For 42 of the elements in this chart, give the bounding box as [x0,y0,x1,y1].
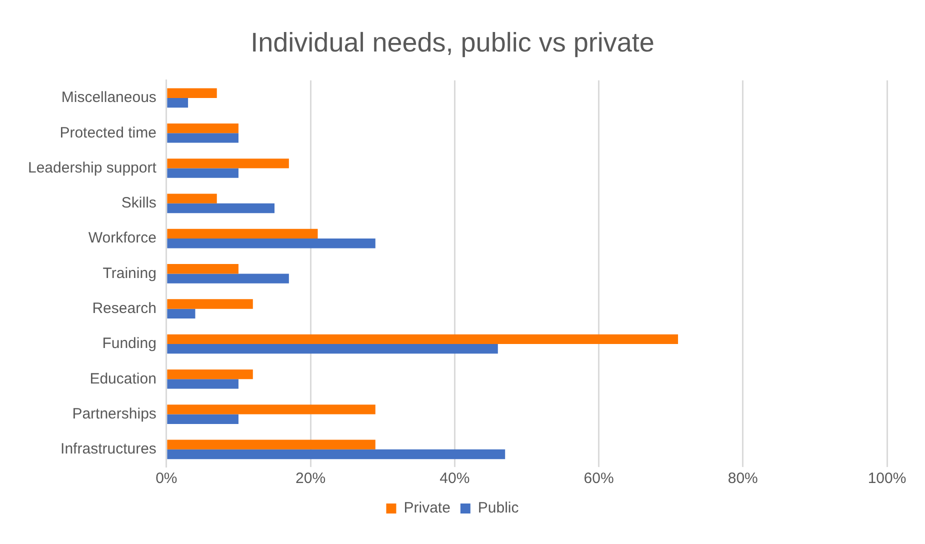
x-tick-label: 60% [584,470,614,488]
bar [167,228,318,239]
bar [167,194,217,204]
y-tick-label: Leadership support [28,159,158,176]
bar [167,98,188,108]
x-tick-label: 80% [728,470,758,488]
bar [167,308,196,319]
y-tick-label: Protected time [60,124,156,142]
bar [167,158,289,168]
y-tick-label: Education [90,370,156,388]
bar [167,369,253,380]
legend-label: Public [478,500,520,517]
bar [167,168,238,178]
bar [167,123,238,134]
x-tick-label: 20% [296,470,326,488]
x-tick-label: 0% [156,470,178,488]
bar [167,440,376,450]
y-tick-label: Miscellaneous [61,89,156,106]
bar [167,203,275,214]
legend-label: Private [404,500,450,517]
y-tick-label: Funding [102,335,156,352]
bar [167,299,253,309]
bar [167,449,506,460]
y-tick-label: Workforce [88,230,156,247]
chart-title: Individual needs, public vs private [250,28,654,58]
x-tick-label: 100% [868,470,906,488]
bar [167,264,238,274]
y-tick-label: Skills [121,194,156,212]
bar [167,404,376,414]
y-tick-label: Infrastructures [60,440,156,458]
y-tick-label: Partnerships [72,405,156,422]
bar [167,88,217,98]
bar [167,334,678,344]
bar [167,414,238,424]
bar [167,344,498,354]
y-tick-label: Research [92,300,156,317]
bar [167,133,238,143]
bar [167,238,376,248]
x-tick-label: 40% [440,470,470,488]
y-tick-label: Training [102,264,156,282]
bar [167,274,289,284]
bar [167,379,238,389]
